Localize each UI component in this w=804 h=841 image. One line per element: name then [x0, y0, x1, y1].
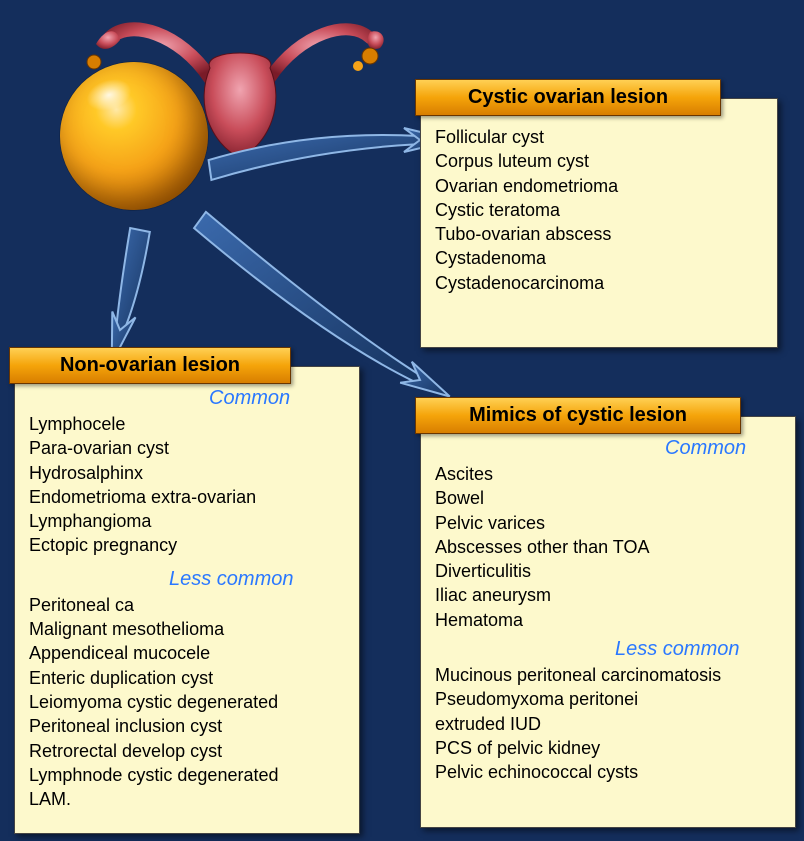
non-ovarian-header: Non-ovarian lesion	[9, 347, 291, 384]
list-item: LAM.	[29, 787, 345, 811]
list-item: Bowel	[435, 486, 781, 510]
list-item: Tubo-ovarian abscess	[435, 222, 763, 246]
list-item: Abscesses other than TOA	[435, 535, 781, 559]
list-item: Endometrioma extra-ovarian	[29, 485, 345, 509]
mimics-common-items: AscitesBowelPelvic varicesAbscesses othe…	[435, 462, 781, 632]
cyst-sphere	[60, 62, 208, 210]
mimics-title: Mimics of cystic lesion	[469, 404, 687, 426]
list-item: Para-ovarian cyst	[29, 436, 345, 460]
list-item: Malignant mesothelioma	[29, 617, 345, 641]
list-item: Lymphnode cystic degenerated	[29, 763, 345, 787]
list-item: Leiomyoma cystic degenerated	[29, 690, 345, 714]
non-ovarian-common-items: LymphocelePara-ovarian cystHydrosalphinx…	[29, 412, 345, 558]
list-item: Diverticulitis	[435, 559, 781, 583]
cystic-ovarian-box: Cystic ovarian lesion Follicular cystCor…	[420, 98, 778, 348]
list-item: Pelvic varices	[435, 511, 781, 535]
mimics-box: Mimics of cystic lesion Common AscitesBo…	[420, 416, 796, 828]
common-label: Common	[29, 385, 345, 412]
list-item: Pseudomyxoma peritonei	[435, 687, 781, 711]
list-item: Peritoneal ca	[29, 593, 345, 617]
list-item: Hydrosalphinx	[29, 461, 345, 485]
list-item: Lymphangioma	[29, 509, 345, 533]
list-item: Appendiceal mucocele	[29, 641, 345, 665]
list-item: Follicular cyst	[435, 125, 763, 149]
list-item: Hematoma	[435, 608, 781, 632]
cystic-ovarian-header: Cystic ovarian lesion	[415, 79, 721, 116]
list-item: Cystadenoma	[435, 246, 763, 270]
list-item: Ovarian endometrioma	[435, 174, 763, 198]
less-common-label: Less common	[435, 636, 781, 663]
list-item: Peritoneal inclusion cyst	[29, 714, 345, 738]
list-item: extruded IUD	[435, 712, 781, 736]
mimics-header: Mimics of cystic lesion	[415, 397, 741, 434]
list-item: PCS of pelvic kidney	[435, 736, 781, 760]
cystic-ovarian-items: Follicular cystCorpus luteum cystOvarian…	[435, 125, 763, 295]
list-item: Mucinous peritoneal carcinomatosis	[435, 663, 781, 687]
list-item: Cystic teratoma	[435, 198, 763, 222]
common-label: Common	[435, 435, 781, 462]
non-ovarian-less-common-items: Peritoneal caMalignant mesotheliomaAppen…	[29, 593, 345, 812]
non-ovarian-box: Non-ovarian lesion Common LymphocelePara…	[14, 366, 360, 834]
list-item: Pelvic echinococcal cysts	[435, 760, 781, 784]
list-item: Cystadenocarcinoma	[435, 271, 763, 295]
non-ovarian-title: Non-ovarian lesion	[60, 354, 240, 376]
less-common-label: Less common	[29, 566, 345, 593]
list-item: Corpus luteum cyst	[435, 149, 763, 173]
list-item: Ascites	[435, 462, 781, 486]
list-item: Lymphocele	[29, 412, 345, 436]
list-item: Ectopic pregnancy	[29, 533, 345, 557]
list-item: Retrorectal develop cyst	[29, 739, 345, 763]
list-item: Iliac aneurysm	[435, 583, 781, 607]
cystic-ovarian-title: Cystic ovarian lesion	[468, 86, 668, 108]
mimics-less-common-items: Mucinous peritoneal carcinomatosisPseudo…	[435, 663, 781, 784]
list-item: Enteric duplication cyst	[29, 666, 345, 690]
